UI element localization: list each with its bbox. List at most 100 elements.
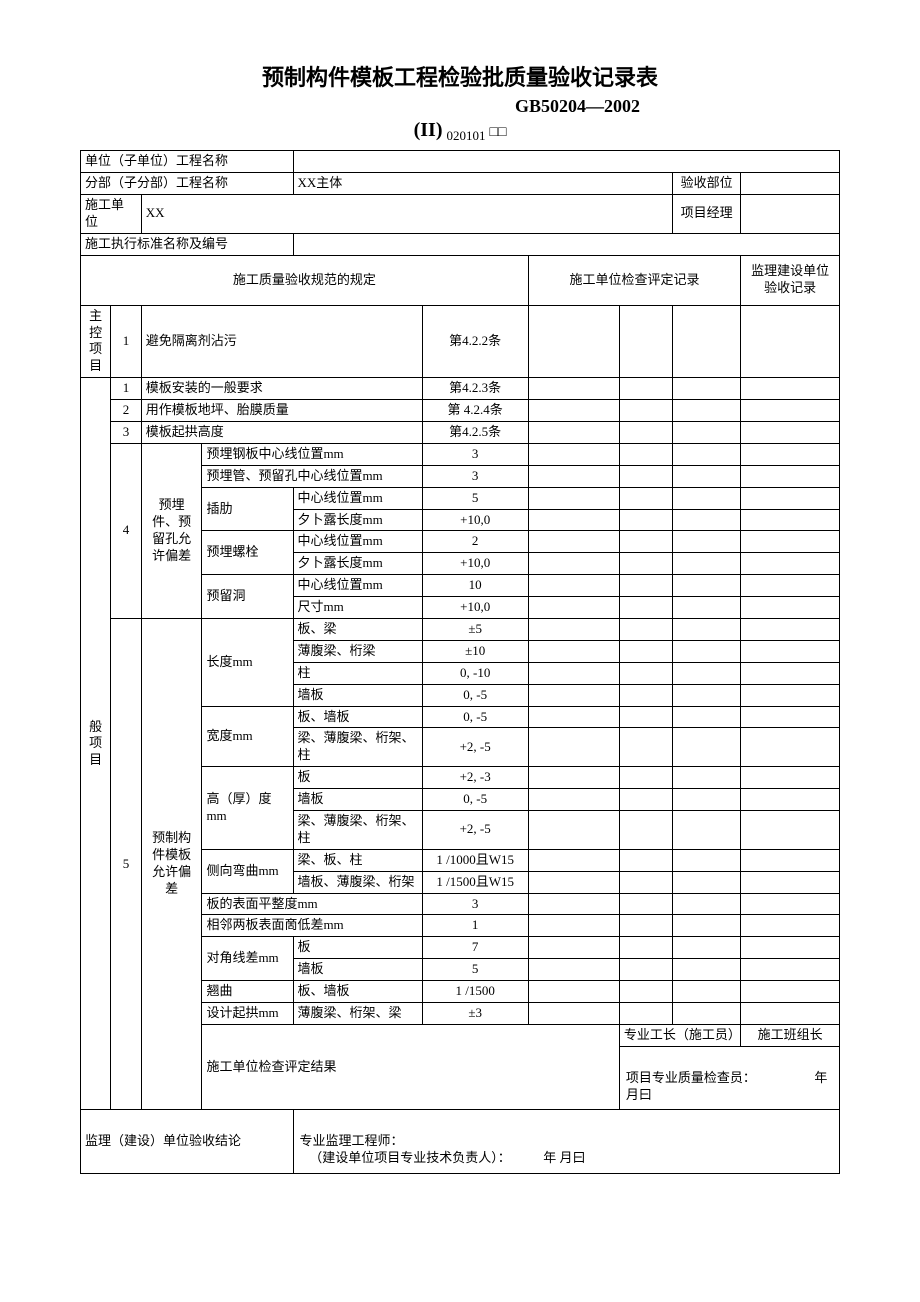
cell bbox=[619, 640, 672, 662]
g4-num: 4 bbox=[111, 443, 141, 618]
g5-wid1-desc: 板、墙板 bbox=[293, 706, 422, 728]
g5-warp-label: 翘曲 bbox=[202, 981, 293, 1003]
check-result-label: 施工单位检查评定结果 bbox=[202, 1024, 619, 1110]
cell bbox=[619, 1003, 672, 1025]
cell bbox=[619, 465, 672, 487]
cell bbox=[672, 465, 740, 487]
g2-num: 2 bbox=[111, 400, 141, 422]
cell bbox=[528, 662, 619, 684]
g5-thk2-val: 0, -5 bbox=[422, 789, 528, 811]
g4-r7-desc: 中心线位置mm bbox=[293, 575, 422, 597]
cell bbox=[619, 553, 672, 575]
cell bbox=[672, 811, 740, 850]
g5-flat-desc: 板的表面平整度mm bbox=[202, 893, 422, 915]
cell bbox=[672, 893, 740, 915]
g4-r1-desc: 预埋钢板中心线位置mm bbox=[202, 443, 422, 465]
cell bbox=[741, 767, 840, 789]
cell bbox=[619, 531, 672, 553]
g5-len3-desc: 柱 bbox=[293, 662, 422, 684]
col-unit-check: 施工单位检查评定记录 bbox=[528, 255, 741, 305]
g5-diag1-val: 7 bbox=[422, 937, 528, 959]
cell bbox=[741, 305, 840, 378]
cell bbox=[672, 553, 740, 575]
g5-wid2-val: +2, -5 bbox=[422, 728, 528, 767]
unit-name-value bbox=[293, 151, 839, 173]
g5-thk2-desc: 墙板 bbox=[293, 789, 422, 811]
code-boxes: □□ bbox=[489, 125, 506, 140]
cell bbox=[528, 728, 619, 767]
g5-adj-val: 1 bbox=[422, 915, 528, 937]
g5-arch-label: 设计起拱mm bbox=[202, 1003, 293, 1025]
g2-clause: 第 4.2.4条 bbox=[422, 400, 528, 422]
g5-bend-label: 侧向弯曲mm bbox=[202, 849, 293, 893]
g1-num: 1 bbox=[111, 378, 141, 400]
cell bbox=[672, 487, 740, 509]
cell bbox=[672, 305, 740, 378]
exec-std-value bbox=[293, 233, 839, 255]
g5-len2-val: ±10 bbox=[422, 640, 528, 662]
constr-unit-value: XX bbox=[141, 194, 672, 233]
cell bbox=[528, 575, 619, 597]
g4-r3-sub: 插肋 bbox=[202, 487, 293, 531]
g5-bend1-desc: 梁、板、柱 bbox=[293, 849, 422, 871]
cell bbox=[672, 915, 740, 937]
cell bbox=[672, 871, 740, 893]
cell bbox=[741, 662, 840, 684]
subunit-name-label: 分部（子分部）工程名称 bbox=[81, 173, 294, 195]
cell bbox=[741, 789, 840, 811]
main-item-label: 主控项目 bbox=[81, 305, 111, 378]
g4-r8-val: +10,0 bbox=[422, 597, 528, 619]
cell bbox=[672, 849, 740, 871]
cell bbox=[741, 981, 840, 1003]
cell bbox=[741, 487, 840, 509]
cell bbox=[619, 575, 672, 597]
g5-warp1-desc: 板、墙板 bbox=[293, 981, 422, 1003]
cell bbox=[619, 662, 672, 684]
g5-thk3-desc: 梁、薄腹梁、桁架、 柱 bbox=[293, 811, 422, 850]
cell bbox=[619, 421, 672, 443]
g5-len4-val: 0, -5 bbox=[422, 684, 528, 706]
cell bbox=[619, 305, 672, 378]
cell bbox=[741, 509, 840, 531]
cell bbox=[672, 684, 740, 706]
general-item-label: 般项目 bbox=[81, 378, 111, 1110]
cell bbox=[619, 443, 672, 465]
cell bbox=[672, 421, 740, 443]
cell bbox=[741, 443, 840, 465]
cell bbox=[619, 789, 672, 811]
g5-thk1-desc: 板 bbox=[293, 767, 422, 789]
accept-part-label: 验收部位 bbox=[672, 173, 740, 195]
g5-len2-desc: 薄腹梁、桁梁 bbox=[293, 640, 422, 662]
cell bbox=[619, 915, 672, 937]
cell bbox=[672, 728, 740, 767]
cell bbox=[528, 767, 619, 789]
cell bbox=[619, 378, 672, 400]
cell bbox=[528, 443, 619, 465]
cell bbox=[672, 767, 740, 789]
cell bbox=[741, 640, 840, 662]
supervise-conclusion-label: 监理（建设）单位验收结论 bbox=[81, 1110, 294, 1174]
g5-len1-val: ±5 bbox=[422, 619, 528, 641]
cell bbox=[528, 915, 619, 937]
g4-r7-val: 10 bbox=[422, 575, 528, 597]
cell bbox=[672, 509, 740, 531]
accept-part-value bbox=[741, 173, 840, 195]
cell bbox=[528, 706, 619, 728]
cell bbox=[741, 728, 840, 767]
cell bbox=[741, 400, 840, 422]
supervise-signature: 专业监理工程师： （建设单位项目专业技术负责人）： 年 月曰 bbox=[293, 1110, 839, 1174]
proj-mgr-label: 项目经理 bbox=[672, 194, 740, 233]
cell bbox=[672, 789, 740, 811]
col-supervise-check: 监理建设单位验收记录 bbox=[741, 255, 840, 305]
cell bbox=[741, 706, 840, 728]
cell bbox=[672, 1003, 740, 1025]
cell bbox=[672, 706, 740, 728]
g5-arch1-desc: 薄腹梁、桁架、梁 bbox=[293, 1003, 422, 1025]
cell bbox=[741, 849, 840, 871]
g5-diag2-desc: 墙板 bbox=[293, 959, 422, 981]
cell bbox=[672, 937, 740, 959]
g5-thk1-val: +2, -3 bbox=[422, 767, 528, 789]
cell bbox=[672, 400, 740, 422]
cell bbox=[741, 871, 840, 893]
cell bbox=[741, 553, 840, 575]
